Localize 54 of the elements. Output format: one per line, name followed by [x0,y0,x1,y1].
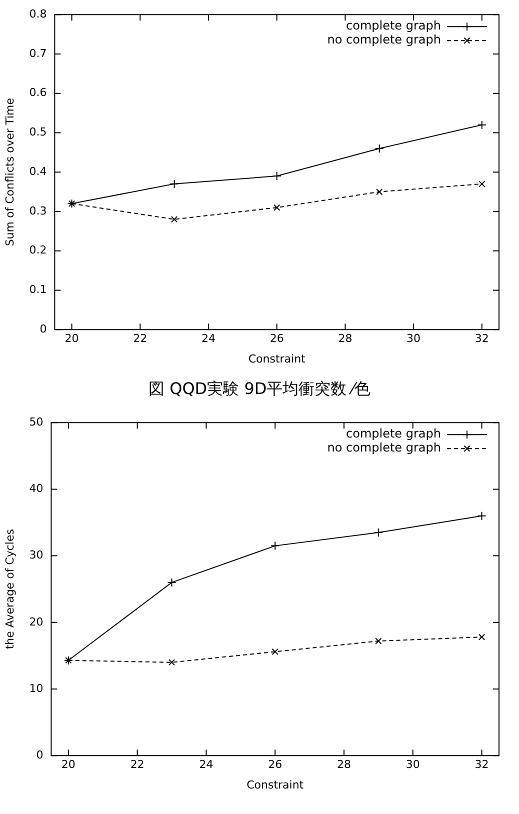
point [272,172,282,181]
y-tick-label: 0.4 [29,164,47,178]
x-axis-title: Constraint [248,352,306,366]
point [167,578,176,587]
x-tick-label: 20 [64,332,79,346]
y-tick-label: 0.6 [29,86,47,100]
text: 図 QQD実験 9D平均衝突数 ⁄色 [148,378,372,400]
y-axis-title: the Average of Cycles [3,528,16,650]
point [170,216,178,223]
y-tick-label: 50 [29,415,44,428]
y-tick-label: 40 [29,482,44,496]
x-tick-label: 30 [406,758,420,772]
y-tick-label: 0 [40,322,47,336]
y-tick-label: 0.5 [29,126,47,139]
x-tick-label: 28 [338,332,352,346]
y-axis-title: Sum of Conflicts over Time [3,98,16,246]
x-tick-label: 22 [130,758,144,772]
point [375,638,382,644]
x-tick-label: 30 [406,332,421,346]
y-tick-label: 0.2 [29,244,47,257]
y-tick-label: 30 [29,548,44,562]
y-tick-label: 0.7 [29,46,47,60]
x-tick-label: 20 [61,758,76,772]
point [478,634,486,640]
point [477,511,486,520]
x-tick-label: 26 [268,758,282,772]
x-tick-label: 24 [199,758,214,772]
legend-label: complete graph [346,18,441,33]
x-tick-label: 32 [474,332,489,346]
y-tick-label: 0.3 [29,204,47,218]
point [374,144,384,153]
x-tick-label: 22 [133,332,148,346]
y-tick-label: 20 [29,615,44,628]
legend-label: no complete graph [327,440,441,455]
point [374,528,383,537]
point [376,188,383,196]
point [477,120,486,130]
legend-label: complete graph [346,426,441,441]
legend-label: no complete graph [327,32,441,47]
y-tick-label: 0 [36,748,44,762]
x-tick-label: 32 [474,758,489,772]
x-tick-label: 24 [201,332,216,346]
x-axis-title: Constraint [246,778,304,792]
y-tick-label: 10 [29,682,44,695]
x-tick-label: 26 [270,332,284,346]
y-tick-label: 0.8 [29,7,47,20]
y-tick-label: 0.1 [29,283,47,296]
point [272,648,278,656]
point [274,204,280,211]
point [478,180,486,188]
point [270,541,280,550]
point [168,659,176,666]
point [170,179,179,188]
x-tick-label: 28 [336,758,351,772]
